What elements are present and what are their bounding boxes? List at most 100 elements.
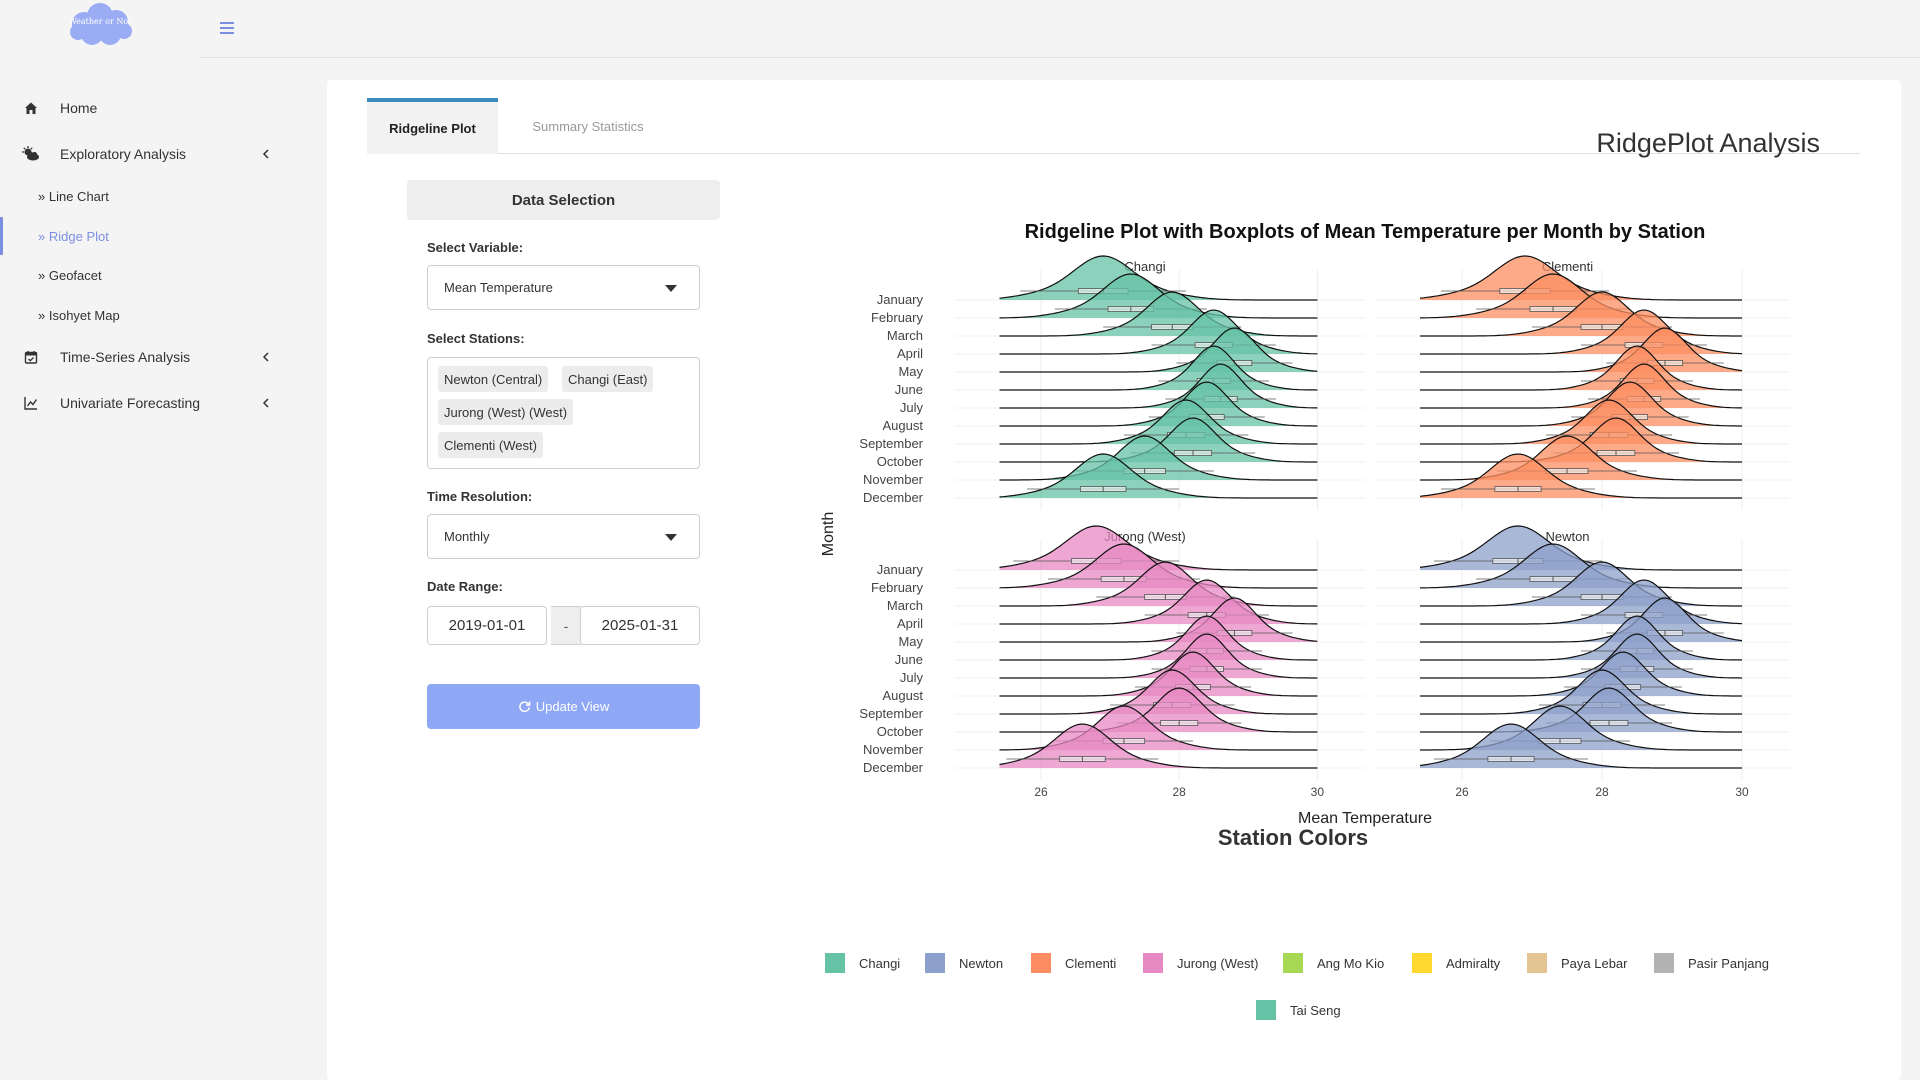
caret-down-icon — [665, 534, 677, 541]
ridge-outline — [1420, 327, 1743, 373]
x-tick-label: 30 — [1311, 785, 1325, 799]
legend-swatch — [925, 953, 945, 973]
page-title: RidgePlot Analysis — [1596, 128, 1820, 158]
ridge-outline — [999, 525, 1318, 571]
month-tick-label: January — [877, 292, 924, 307]
sidebar-item-label: Univariate Forecasting — [60, 395, 201, 411]
update-view-button[interactable]: Update View — [427, 684, 700, 729]
update-view-label: Update View — [535, 699, 610, 714]
legend-swatch — [1654, 953, 1674, 973]
legend-swatch — [825, 953, 845, 973]
facet-label: Changi — [1124, 259, 1165, 274]
month-tick-label: July — [900, 400, 924, 415]
station-chip[interactable]: Newton (Central) — [438, 366, 549, 392]
ridge-outline — [999, 669, 1318, 715]
date-range-separator: - — [551, 606, 581, 645]
sidebar-item-time-series-analysis[interactable]: Time-Series Analysis — [0, 340, 290, 374]
ridge-density — [999, 436, 1318, 480]
legend-label: Ang Mo Kio — [1317, 955, 1385, 971]
ridge-density — [1420, 634, 1742, 678]
sidebar-item-home[interactable]: Home — [0, 91, 290, 125]
sidebar-item-univariate-forecasting[interactable]: Univariate Forecasting — [0, 386, 290, 420]
chart-title: Ridgeline Plot with Boxplots of Mean Tem… — [1025, 221, 1706, 243]
variable-select[interactable]: Mean Temperature — [427, 265, 700, 310]
sidebar-subitem-isohyet-map[interactable]: » Isohyet Map — [0, 300, 290, 330]
ridge-outline — [999, 615, 1318, 661]
station-chip[interactable]: Changi (East) — [562, 366, 654, 392]
x-axis-label: Mean Temperature — [1298, 810, 1432, 827]
double-chevron-right-icon: » — [38, 267, 46, 283]
ridge-outline — [999, 453, 1318, 499]
tab-ridgeline-plot[interactable]: Ridgeline Plot — [367, 98, 498, 154]
ridge-outline — [1420, 399, 1742, 445]
time-resolution-select[interactable]: Monthly — [427, 514, 700, 559]
sidebar-subitem-label: » Geofacet — [38, 267, 102, 283]
ridge-outline — [999, 291, 1318, 337]
ridge-outline — [1420, 579, 1743, 625]
ridge-outline — [999, 399, 1318, 445]
ridge-outline — [1420, 291, 1742, 337]
facet-label: Newton — [1545, 529, 1589, 544]
x-tick-label: 28 — [1173, 785, 1187, 799]
sidebar-subitem-geofacet[interactable]: » Geofacet — [0, 260, 290, 290]
legend-label: Paya Lebar — [1561, 955, 1628, 971]
chevron-left-icon — [260, 148, 272, 160]
chevron-left-icon — [260, 351, 272, 363]
stations-multiselect[interactable]: Newton (Central) Changi (East) Jurong (W… — [427, 357, 700, 469]
legend-item: Tai Seng — [1256, 1000, 1341, 1020]
weather-or-not-logo[interactable]: Weather or Not — [66, 2, 134, 46]
date-start-input[interactable]: 2019-01-01 — [427, 606, 547, 645]
ridge-outline — [1420, 669, 1742, 715]
sidebar-item-label: Time-Series Analysis — [60, 349, 191, 365]
ridge-outline — [1420, 309, 1743, 355]
legend-label: Tai Seng — [1290, 1002, 1341, 1018]
time-resolution-label: Time Resolution: — [427, 489, 533, 504]
legend-label: Clementi — [1065, 955, 1117, 971]
tab-summary-statistics[interactable]: Summary Statistics — [532, 118, 644, 134]
sidebar-subitem-label: » Ridge Plot — [38, 228, 109, 244]
sidebar: Weather or Not Home Exploratory Analysis… — [0, 0, 320, 1080]
ridge-outline — [1419, 255, 1742, 301]
y-axis-label: Month — [820, 512, 837, 556]
ridge-density — [1420, 382, 1742, 426]
station-chip[interactable]: Clementi (West) — [438, 432, 543, 458]
ridge-outline — [1420, 543, 1742, 589]
ridge-density — [999, 616, 1318, 660]
month-tick-label: February — [871, 310, 924, 325]
legend-swatch — [1412, 953, 1432, 973]
ridge-outline — [999, 561, 1318, 607]
month-tick-label: October — [877, 454, 924, 469]
ridge-density — [1420, 652, 1742, 696]
data-selection-header: Data Selection — [407, 180, 720, 220]
ridge-outline — [999, 309, 1318, 355]
hamburger-menu-icon[interactable] — [220, 22, 234, 34]
sidebar-item-label: Home — [60, 100, 98, 116]
ridge-outline — [999, 255, 1318, 301]
legend-swatch — [1143, 953, 1163, 973]
ridge-outline — [1420, 687, 1742, 733]
sidebar-subitem-ridge-plot[interactable]: » Ridge Plot — [0, 221, 290, 251]
legend-label: Jurong (West) — [1177, 955, 1259, 971]
date-end-input[interactable]: 2025-01-31 — [580, 606, 700, 645]
time-resolution-value: Monthly — [444, 529, 490, 544]
ridge-density — [999, 292, 1318, 336]
month-tick-label: August — [883, 418, 924, 433]
svg-text:Weather or Not: Weather or Not — [69, 17, 133, 26]
ridge-density — [1420, 544, 1742, 588]
ridgeline-chart: Ridgeline Plot with Boxplots of Mean Tem… — [820, 221, 1790, 827]
month-tick-label: June — [895, 652, 923, 667]
ridge-density — [1420, 436, 1742, 480]
sidebar-subitem-line-chart[interactable]: » Line Chart — [0, 181, 290, 211]
month-tick-label: April — [897, 616, 923, 631]
ridge-outline — [1420, 597, 1743, 643]
ridge-outline — [1420, 435, 1742, 481]
ridge-density — [999, 634, 1318, 678]
sidebar-item-exploratory-analysis[interactable]: Exploratory Analysis — [0, 137, 290, 171]
station-chip[interactable]: Jurong (West) (West) — [438, 399, 574, 425]
refresh-icon — [518, 701, 531, 713]
month-tick-label: October — [877, 724, 924, 739]
month-tick-label: August — [883, 688, 924, 703]
ridge-outline — [999, 723, 1318, 769]
top-navbar — [200, 0, 1920, 58]
month-tick-label: November — [863, 472, 924, 487]
